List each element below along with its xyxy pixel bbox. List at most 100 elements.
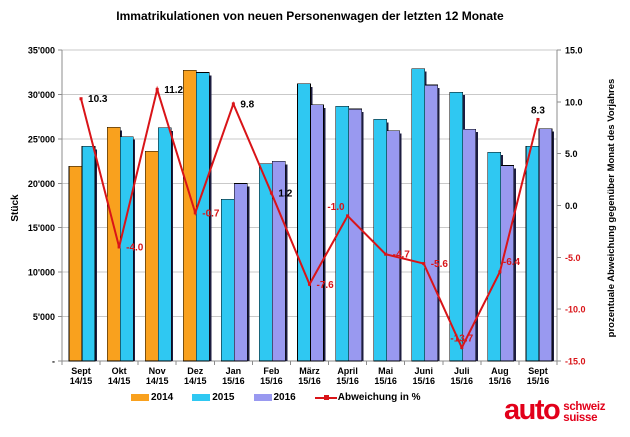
line-marker	[308, 282, 311, 286]
left-axis-tick-label: 10'000	[28, 268, 55, 278]
x-axis-label-month: Feb	[263, 366, 280, 376]
x-axis-label-month: März	[299, 366, 320, 376]
right-axis-tick-label: -10.0	[565, 305, 586, 315]
bar-2015-Juni-15/16	[411, 68, 426, 362]
bar-2014-Sept-14/15	[68, 166, 83, 362]
bar-2014-Nov-14/15	[144, 150, 159, 362]
bar-2015-Sept-14/15	[81, 146, 96, 362]
bar-2016-Jan-15/16	[234, 183, 248, 362]
x-axis-label-month: Juni	[414, 366, 433, 376]
deviation-data-label: 11.2	[164, 85, 183, 96]
line-marker	[346, 214, 350, 218]
x-axis-label-period: 14/15	[108, 376, 131, 386]
left-axis-tick-label: 25'000	[28, 134, 55, 144]
line-marker	[193, 211, 197, 215]
line-marker	[536, 117, 540, 121]
bar-2015-Nov-14/15	[157, 127, 172, 362]
bar-2016-Juni-15/16	[424, 84, 439, 362]
line-marker	[498, 270, 502, 274]
right-axis-tick-label: -15.0	[565, 357, 586, 367]
bar-2016-März-15/16	[310, 104, 324, 362]
deviation-data-label: 1.2	[278, 189, 292, 200]
bar-2016-Aug-15/16	[500, 165, 515, 362]
line-marker	[422, 262, 426, 266]
x-axis-label-month: Nov	[149, 366, 166, 376]
right-axis-tick-label: 10.0	[565, 97, 583, 107]
x-axis-label-month: Aug	[491, 366, 509, 376]
left-axis-tick-label: 15'000	[28, 223, 55, 233]
bar-2016-Sept-15/16	[538, 128, 553, 362]
bar-2016-April-15/16	[348, 108, 362, 362]
right-axis-tick-label: 0.0	[565, 201, 578, 211]
left-axis-tick-label: 30'000	[28, 90, 55, 100]
bar-2015-Mai-15/16	[373, 119, 387, 362]
legend-swatch-2014	[131, 394, 149, 401]
bar-2015-Jan-15/16	[221, 198, 235, 362]
deviation-data-label: -6.4	[503, 257, 521, 268]
x-axis-label-period: 15/16	[298, 376, 321, 386]
legend-item-2016: 2016	[253, 392, 296, 403]
x-axis-label-period: 15/16	[451, 376, 474, 386]
x-axis-label-month: Sept	[528, 366, 548, 376]
bar-2015-Juli-15/16	[449, 91, 464, 362]
deviation-data-label: 8.3	[531, 105, 545, 116]
line-marker	[117, 245, 121, 249]
chart-legend: 2014 2015 2016 Abweichung in %	[131, 392, 421, 403]
deviation-data-label: -1.0	[327, 202, 345, 213]
bar-2016-Feb-15/16	[272, 161, 286, 362]
bar-2015-Okt-14/15	[119, 136, 134, 362]
x-axis-label-period: 14/15	[146, 376, 169, 386]
deviation-data-label: -0.7	[202, 208, 220, 219]
left-axis-tick-label: 35'000	[28, 46, 55, 56]
x-axis-label-period: 15/16	[412, 376, 435, 386]
line-marker	[79, 97, 83, 101]
line-marker	[460, 346, 464, 350]
legend-swatch-2015	[192, 394, 211, 401]
legend-label-2016: 2016	[273, 392, 296, 403]
x-axis-label-month: Juli	[454, 366, 470, 376]
bar-2015-März-15/16	[297, 83, 311, 362]
deviation-data-label: 9.8	[240, 99, 254, 110]
legend-item-2014: 2014	[131, 392, 173, 403]
left-axis-tick-label: 5'000	[33, 312, 55, 322]
left-axis-title: Stück	[10, 194, 21, 222]
right-axis-tick-label: -5.0	[565, 253, 581, 263]
deviation-data-label: -5.6	[431, 259, 449, 270]
x-axis-label-month: April	[337, 366, 358, 376]
x-axis-label-month: Sept	[71, 366, 91, 376]
right-axis-tick-label: 15.0	[565, 46, 583, 56]
left-axis-tick-label: -	[52, 357, 55, 367]
x-axis-label-period: 15/16	[222, 376, 245, 386]
x-axis-label-period: 14/15	[184, 376, 207, 386]
x-axis-label-month: Okt	[112, 366, 127, 376]
x-axis-label-period: 15/16	[527, 376, 550, 386]
deviation-data-label: -7.6	[317, 280, 335, 291]
deviation-data-label: -4.7	[393, 250, 411, 261]
logo-subtitle: schweiz suisse	[563, 402, 605, 423]
right-axis-title: prozentuale Abweichung gegenüber Monat d…	[606, 79, 617, 338]
legend-label-abweichung: Abweichung in %	[337, 392, 421, 403]
deviation-data-label: -13.7	[450, 334, 473, 345]
chart-title: Immatrikulationen von neuen Personenwage…	[116, 9, 504, 23]
bar-2015-Aug-15/16	[487, 151, 502, 362]
auto-schweiz-logo: auto schweiz suisse	[504, 396, 606, 425]
x-axis-label-period: 15/16	[489, 376, 512, 386]
line-marker	[269, 191, 273, 195]
logo-sub-schweiz: schweiz	[563, 401, 606, 413]
right-axis-tick-label: 5.0	[565, 149, 578, 159]
x-axis-label-period: 15/16	[336, 376, 359, 386]
legend-item-2015: 2015	[192, 392, 235, 403]
deviation-data-label: 10.3	[88, 94, 108, 105]
x-axis-label-period: 15/16	[374, 376, 397, 386]
bar-2015-Sept-15/16	[525, 146, 540, 362]
bar-2016-Juli-15/16	[462, 128, 477, 362]
legend-label-2014: 2014	[151, 392, 174, 403]
legend-swatch-2016	[253, 394, 272, 401]
bar-2016-Mai-15/16	[386, 130, 400, 362]
bar-2014-Dez-14/15	[182, 70, 197, 362]
line-marker	[155, 87, 159, 91]
x-axis-label-period: 14/15	[70, 376, 93, 386]
